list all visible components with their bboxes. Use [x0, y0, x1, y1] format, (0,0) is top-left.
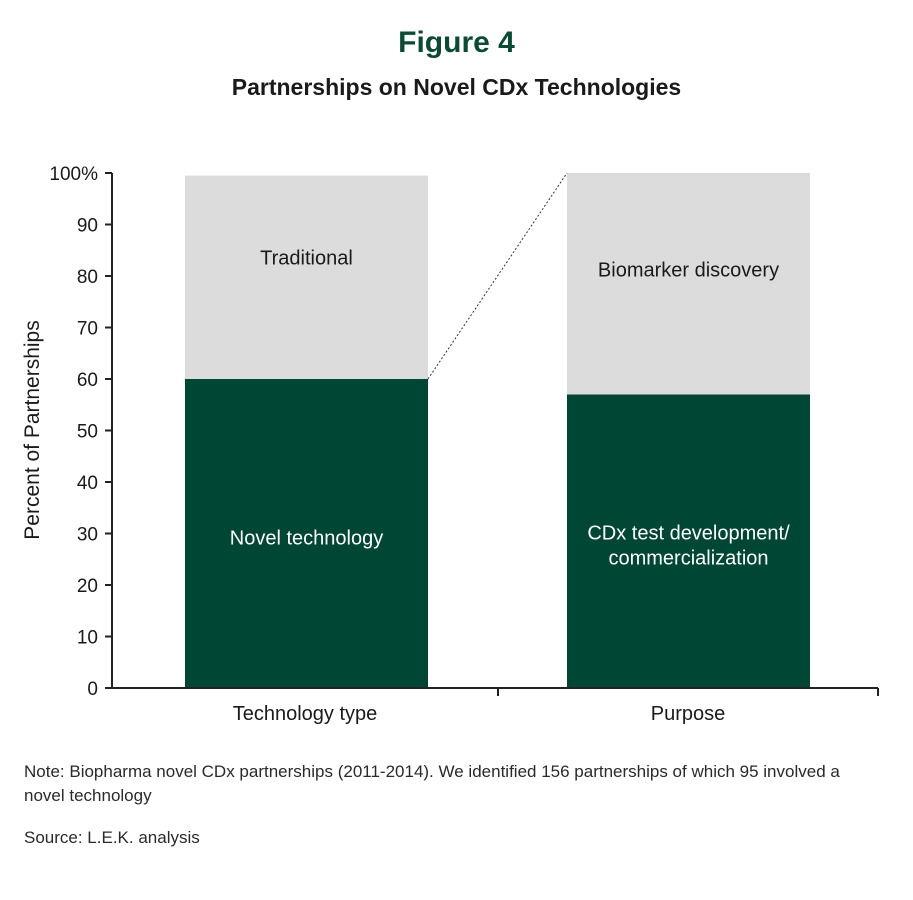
x-category-label: Technology type	[233, 703, 378, 725]
segment-label: CDx test development/	[587, 523, 790, 545]
y-tick-label: 20	[77, 576, 98, 597]
bar-segment	[185, 175, 428, 379]
bar-segment	[567, 394, 810, 688]
y-tick-label: 60	[77, 370, 98, 391]
y-tick-label: 30	[77, 525, 98, 546]
y-tick-label: 70	[77, 319, 98, 340]
y-tick-label: 90	[77, 216, 98, 237]
segment-label: commercialization	[608, 548, 768, 570]
bar-segment	[567, 173, 810, 395]
x-category-label: Purpose	[651, 703, 726, 725]
segment-label: Biomarker discovery	[598, 260, 779, 282]
chart-note: Note: Biopharma novel CDx partnerships (…	[24, 762, 840, 805]
figure-subtitle: Partnerships on Novel CDx Technologies	[231, 74, 682, 100]
y-tick-label: 0	[87, 679, 98, 700]
y-tick-label: 40	[77, 473, 98, 494]
segment-label: Novel technology	[230, 528, 383, 550]
chart-source: Source: L.E.K. analysis	[24, 828, 200, 847]
connector-line	[427, 172, 568, 380]
y-tick-label: 100%	[49, 164, 98, 185]
y-tick-label: 80	[77, 267, 98, 288]
figure-title: Figure 4	[398, 26, 515, 59]
bar-segment	[185, 379, 428, 688]
segment-label: Traditional	[260, 247, 353, 269]
y-tick-label: 10	[77, 628, 98, 649]
y-tick-label: 50	[77, 422, 98, 443]
y-axis-label: Percent of Partnerships	[21, 320, 44, 539]
